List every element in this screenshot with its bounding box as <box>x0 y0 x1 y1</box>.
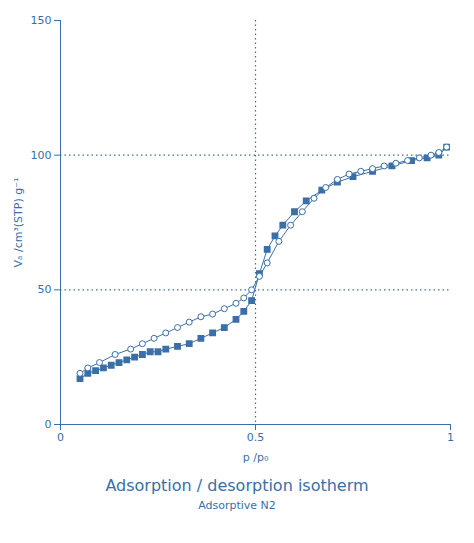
svg-text:50: 50 <box>38 283 52 296</box>
svg-text:100: 100 <box>31 149 52 162</box>
svg-text:p /p₀: p /p₀ <box>243 451 269 464</box>
svg-text:0.5: 0.5 <box>247 431 265 444</box>
svg-text:0: 0 <box>45 418 52 431</box>
html-text:Adsorption / desorption isothe: Adsorption / desorption isotherm <box>105 476 369 495</box>
svg-text:1: 1 <box>447 431 454 444</box>
svg-text:150: 150 <box>31 14 52 27</box>
svg-text:0: 0 <box>57 431 64 444</box>
svg-text:Vₐ /cm³(STP) g⁻¹: Vₐ /cm³(STP) g⁻¹ <box>12 178 25 268</box>
html-text:Adsorptive N2: Adsorptive N2 <box>198 499 276 512</box>
